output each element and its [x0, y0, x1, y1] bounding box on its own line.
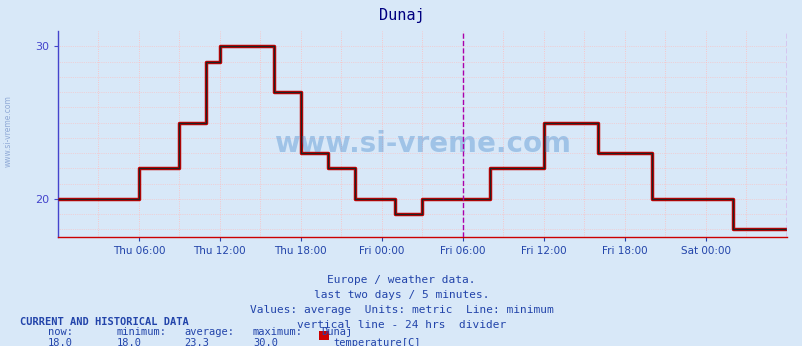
Text: www.si-vreme.com: www.si-vreme.com: [273, 130, 570, 158]
Text: now:: now:: [48, 327, 73, 337]
Text: Dunaj: Dunaj: [379, 8, 423, 22]
Text: vertical line - 24 hrs  divider: vertical line - 24 hrs divider: [297, 320, 505, 330]
Text: CURRENT AND HISTORICAL DATA: CURRENT AND HISTORICAL DATA: [20, 317, 188, 327]
Text: Europe / weather data.: Europe / weather data.: [327, 275, 475, 285]
Text: 18.0: 18.0: [116, 338, 141, 346]
Text: maximum:: maximum:: [253, 327, 302, 337]
Text: Dunaj: Dunaj: [321, 327, 352, 337]
Text: 30.0: 30.0: [253, 338, 277, 346]
Text: 23.3: 23.3: [184, 338, 209, 346]
Text: average:: average:: [184, 327, 234, 337]
Text: Values: average  Units: metric  Line: minimum: Values: average Units: metric Line: mini…: [249, 305, 553, 315]
Text: last two days / 5 minutes.: last two days / 5 minutes.: [314, 290, 488, 300]
Text: minimum:: minimum:: [116, 327, 166, 337]
Text: temperature[C]: temperature[C]: [333, 338, 420, 346]
Text: www.si-vreme.com: www.si-vreme.com: [3, 95, 13, 167]
Text: 18.0: 18.0: [48, 338, 73, 346]
